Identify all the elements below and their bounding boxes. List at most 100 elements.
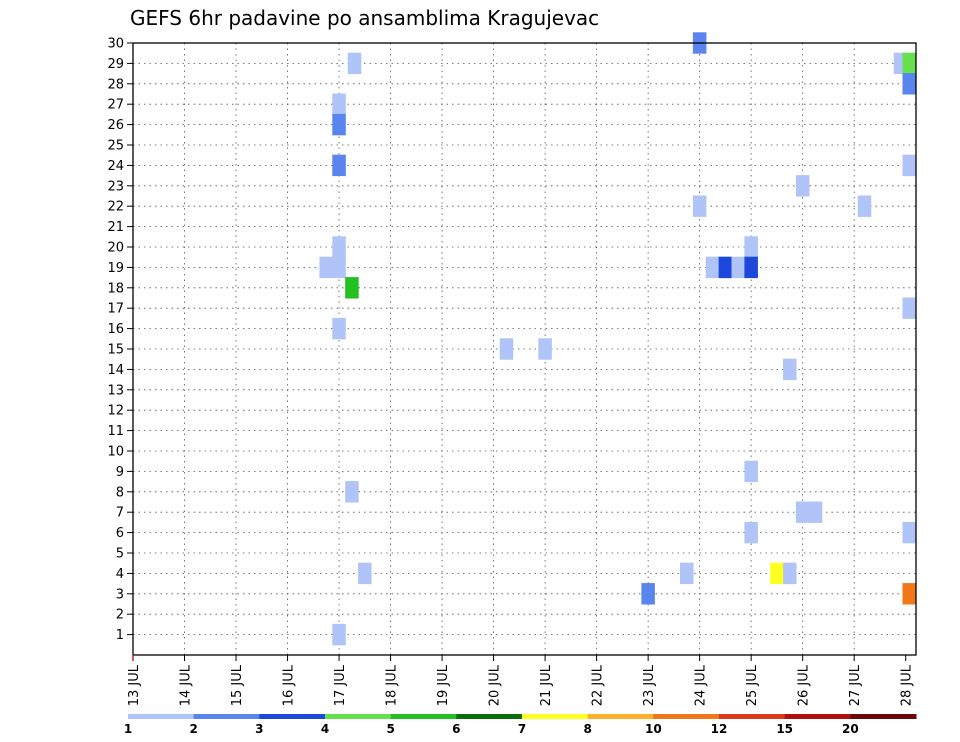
data-cells [319, 32, 916, 646]
axes: 1234567891011121314151617181920212223242… [107, 37, 914, 707]
x-tick-label: 15 JUL [230, 664, 245, 706]
colorbar-label: 7 [518, 722, 526, 736]
colorbar-label: 10 [645, 722, 662, 736]
y-tick-label: 29 [107, 57, 124, 72]
precip-cell [731, 256, 746, 279]
precip-cell [332, 256, 346, 279]
precip-cell [358, 562, 372, 585]
precip-cell [902, 52, 916, 75]
grid-layer [133, 42, 916, 655]
colorbar-label: 8 [583, 722, 591, 736]
precip-cell [744, 521, 758, 544]
x-tick-label: 13 JUL [127, 664, 142, 706]
y-tick-label: 30 [107, 37, 124, 52]
x-tick-label: 28 JUL [900, 664, 915, 706]
precip-cell [795, 175, 810, 197]
y-tick-label: 20 [107, 241, 124, 256]
precip-cell [332, 317, 346, 340]
precip-cell [347, 52, 362, 75]
precip-cell [332, 623, 346, 646]
x-tick-label: 25 JUL [745, 664, 760, 706]
x-tick-label: 22 JUL [591, 664, 606, 706]
y-tick-label: 19 [107, 261, 124, 276]
precip-cell [641, 583, 655, 605]
colorbar-segment [325, 714, 392, 719]
y-tick-label: 17 [107, 302, 124, 317]
colorbar-label: 3 [255, 722, 263, 736]
precip-cell [783, 358, 797, 381]
colorbar-label: 2 [189, 722, 197, 736]
x-tick-label: 21 JUL [539, 664, 554, 706]
precip-cell [783, 562, 797, 585]
y-tick-label: 7 [116, 506, 124, 521]
precip-cell [499, 338, 514, 360]
precip-cell [538, 338, 552, 360]
y-tick-label: 25 [107, 139, 124, 154]
x-tick-label: 23 JUL [642, 664, 657, 706]
precip-cell [705, 256, 720, 279]
precip-cell [692, 195, 707, 217]
y-tick-label: 21 [107, 220, 124, 235]
precip-cell [332, 154, 346, 177]
x-tick-label: 19 JUL [436, 664, 451, 706]
precip-cell [902, 154, 916, 177]
colorbar-label: 4 [321, 722, 329, 736]
y-tick-label: 4 [116, 567, 124, 582]
y-tick-label: 9 [116, 465, 124, 480]
y-tick-label: 16 [107, 322, 124, 337]
y-tick-label: 28 [107, 77, 124, 92]
colorbar-label: 15 [776, 722, 793, 736]
colorbar: 1 2 3 4 5 6 7 8 10 12 15 20 [124, 714, 917, 736]
y-tick-label: 24 [107, 159, 124, 174]
precip-cell [680, 562, 694, 585]
y-tick-label: 5 [116, 547, 124, 562]
x-tick-label: 16 JUL [282, 664, 297, 706]
colorbar-segment [390, 714, 457, 719]
y-tick-label: 13 [107, 383, 124, 398]
y-tick-label: 12 [107, 404, 124, 419]
y-tick-label: 15 [107, 343, 124, 358]
y-tick-label: 11 [107, 424, 124, 439]
precip-cell [332, 113, 346, 136]
x-tick-label: 26 JUL [797, 664, 812, 706]
colorbar-label: 5 [386, 722, 394, 736]
y-tick-label: 23 [107, 179, 124, 194]
chart-title: GEFS 6hr padavine po ansamblima Kragujev… [130, 6, 599, 30]
colorbar-segment [784, 714, 851, 719]
y-tick-label: 8 [116, 485, 124, 500]
y-tick-label: 1 [116, 628, 124, 643]
precip-cell [795, 501, 810, 523]
x-tick-label: 17 JUL [333, 664, 348, 706]
precip-cell [902, 297, 916, 319]
precip-cell [902, 521, 916, 544]
y-tick-label: 10 [107, 445, 124, 460]
precip-cell [902, 583, 916, 605]
colorbar-segment [850, 714, 917, 719]
precip-cell [744, 460, 758, 483]
colorbar-segment [128, 714, 195, 719]
precip-cell [808, 501, 823, 523]
colorbar-segment [259, 714, 326, 719]
y-tick-label: 27 [107, 98, 124, 113]
precip-cell [770, 562, 784, 585]
y-tick-label: 14 [107, 363, 124, 378]
precip-cell [345, 277, 359, 299]
colorbar-segment [587, 714, 654, 719]
x-tick-label: 18 JUL [385, 664, 400, 706]
colorbar-segment [522, 714, 589, 719]
precip-cell [718, 256, 733, 279]
precip-cell [744, 236, 758, 258]
colorbar-label: 1 [124, 722, 132, 736]
x-tick-label: 27 JUL [848, 664, 863, 706]
precip-cell [332, 236, 346, 258]
colorbar-label: 20 [842, 722, 859, 736]
precip-cell [345, 481, 359, 503]
y-tick-label: 18 [107, 281, 124, 296]
colorbar-segment [193, 714, 260, 719]
precip-cell [902, 73, 916, 95]
y-tick-label: 3 [116, 587, 124, 602]
y-tick-label: 6 [116, 526, 124, 541]
colorbar-segment [719, 714, 786, 719]
y-tick-label: 26 [107, 118, 124, 133]
